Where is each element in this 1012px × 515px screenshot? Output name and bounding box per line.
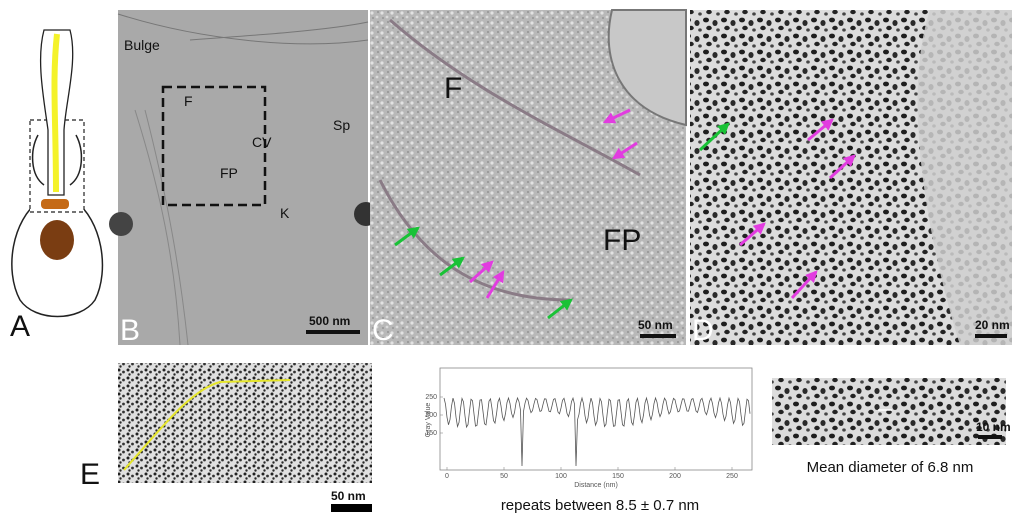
panel-b-image [109, 10, 378, 345]
panel-label: B [120, 314, 140, 347]
x-tick-label: 0 [445, 473, 449, 480]
panel-label: C [372, 314, 394, 347]
x-tick-label: 50 [500, 473, 508, 480]
panel-d-image [690, 10, 1012, 345]
label: K [280, 205, 290, 221]
panel-c-image [370, 10, 686, 345]
profile-plot: Gray Value Distance (nm) [425, 368, 752, 489]
scale-bar-label: 50 nm [638, 318, 673, 332]
y-tick-label: 200 [425, 412, 437, 419]
panel-label: D [692, 314, 714, 347]
x-tick-label: 200 [669, 473, 681, 480]
figure: Bulge F CV FP Sp K 500 nm F FP 50 nm 20 … [0, 0, 1012, 515]
label: Bulge [124, 37, 160, 53]
label: FP [220, 165, 238, 181]
x-tick-label: 150 [612, 473, 624, 480]
caption: repeats between 8.5 ± 0.7 nm [501, 497, 699, 514]
scale-bar-label: 10 nm [976, 420, 1011, 434]
x-tick-label: 100 [555, 473, 567, 480]
scale-bar-label: 500 nm [309, 314, 350, 328]
y-tick-label: 250 [425, 394, 437, 401]
label: F [444, 72, 462, 105]
label: Sp [333, 117, 350, 133]
x-tick-label: 250 [726, 473, 738, 480]
y-tick-label: 150 [425, 430, 437, 437]
caption: Mean diameter of 6.8 nm [807, 459, 974, 476]
panel-label: E [80, 458, 100, 491]
axis-label: Distance (nm) [574, 482, 618, 489]
inset-image [772, 378, 1006, 445]
label: F [184, 93, 193, 109]
panel-label: A [10, 310, 30, 343]
scale-bar-label: 50 nm [331, 489, 366, 503]
cell-diagram [12, 30, 103, 317]
scale-bar-label: 20 nm [975, 318, 1010, 332]
label: FP [603, 224, 641, 257]
label: CV [252, 134, 272, 150]
